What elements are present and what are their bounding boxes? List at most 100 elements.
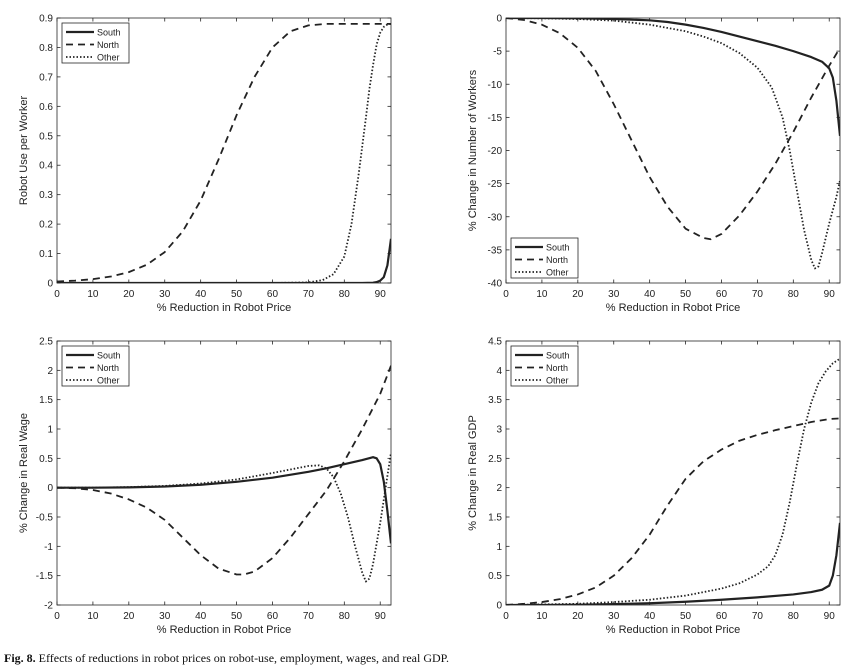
series-line-other — [506, 357, 840, 605]
legend-label-south: South — [546, 351, 570, 361]
x-axis-label: % Reduction in Robot Price — [157, 302, 292, 314]
y-tick-label: -2 — [44, 601, 53, 612]
x-axis-label: % Reduction in Robot Price — [157, 624, 292, 636]
y-tick-label: 0 — [47, 483, 53, 494]
x-tick-label: 90 — [824, 289, 836, 300]
y-tick-label: -10 — [488, 80, 503, 91]
y-axis-label: % Change in Real Wage — [18, 413, 30, 533]
x-tick-label: 0 — [503, 611, 509, 622]
series-line-south — [57, 238, 391, 283]
x-tick-label: 80 — [339, 289, 351, 300]
y-tick-label: -40 — [488, 279, 503, 290]
y-tick-label: 0.8 — [39, 43, 53, 54]
y-tick-label: -35 — [488, 245, 503, 256]
x-tick-label: 50 — [680, 611, 692, 622]
y-tick-label: 0.5 — [39, 131, 53, 142]
legend: South North Other — [61, 22, 130, 64]
x-tick-label: 20 — [572, 611, 584, 622]
y-axis-label: Robot Use per Worker — [18, 96, 30, 206]
y-tick-label: 0 — [47, 279, 53, 290]
x-tick-label: 10 — [87, 289, 99, 300]
y-tick-label: 0.3 — [39, 190, 53, 201]
y-tick-label: 0.2 — [39, 220, 53, 231]
series-line-other — [506, 18, 840, 270]
x-axis-label: % Reduction in Robot Price — [606, 624, 741, 636]
x-tick-label: 50 — [680, 289, 692, 300]
y-tick-label: -5 — [493, 47, 502, 58]
x-tick-label: 20 — [123, 611, 135, 622]
legend: South North Other — [510, 237, 579, 279]
x-tick-label: 70 — [752, 611, 764, 622]
legend-label-other: Other — [97, 53, 120, 63]
x-tick-label: 20 — [572, 289, 584, 300]
y-tick-label: 2 — [496, 483, 502, 494]
x-tick-label: 0 — [54, 611, 60, 622]
y-tick-label: 1.5 — [488, 513, 502, 524]
legend-label-south: South — [97, 351, 121, 361]
y-tick-label: 1.5 — [39, 395, 53, 406]
legend-label-other: Other — [546, 376, 569, 386]
x-tick-label: 40 — [195, 289, 207, 300]
y-tick-label: -0.5 — [36, 513, 54, 524]
x-tick-label: 60 — [716, 289, 728, 300]
x-tick-label: 0 — [503, 289, 509, 300]
legend-label-north: North — [546, 363, 568, 373]
legend-label-south: South — [97, 28, 121, 38]
x-tick-label: 80 — [788, 289, 800, 300]
figure: 0 10 20 30 40 50 60 70 80 9000.10.20.30.40.50.60.… — [18, 14, 841, 636]
figure-caption-text: Effects of reductions in robot prices on… — [38, 651, 450, 665]
y-tick-label: 0.5 — [39, 454, 53, 465]
x-tick-label: 60 — [267, 289, 279, 300]
y-tick-label: 4 — [496, 366, 502, 377]
figure-caption: Fig. 8. Effects of reductions in robot p… — [4, 651, 449, 666]
x-tick-label: 70 — [752, 289, 764, 300]
y-tick-label: 0.7 — [39, 72, 53, 83]
y-tick-label: 0.6 — [39, 102, 53, 113]
series-line-north — [57, 22, 391, 283]
y-axis-label: % Change in Number of Workers — [467, 69, 479, 231]
legend-label-north: North — [97, 363, 119, 373]
legend: South North Other — [510, 345, 579, 387]
y-tick-label: 0.4 — [39, 161, 53, 172]
y-tick-label: -1.5 — [36, 571, 54, 582]
y-tick-label: 4.5 — [488, 337, 502, 348]
x-tick-label: 80 — [788, 611, 800, 622]
x-tick-label: 60 — [716, 611, 728, 622]
series-line-north — [506, 18, 840, 241]
x-tick-label: 90 — [824, 611, 836, 622]
x-tick-label: 60 — [267, 611, 279, 622]
x-tick-label: 30 — [608, 611, 620, 622]
x-tick-label: 0 — [54, 289, 60, 300]
y-tick-label: -25 — [488, 179, 503, 190]
chart-panel-4: 0 10 20 30 40 50 60 70 80 90 0 0.5 1 1.5 2 2.5 3 3.5 4 4.5%… — [467, 337, 841, 636]
series-line-other — [57, 452, 391, 583]
x-tick-label: 10 — [536, 611, 548, 622]
x-tick-label: 30 — [608, 289, 620, 300]
x-tick-label: 40 — [644, 611, 656, 622]
y-tick-label: 2 — [47, 366, 53, 377]
x-tick-label: 90 — [375, 611, 387, 622]
x-tick-label: 50 — [231, 611, 243, 622]
x-tick-label: 40 — [644, 289, 656, 300]
y-tick-label: 2.5 — [488, 454, 502, 465]
y-tick-label: 0.9 — [39, 14, 53, 25]
y-tick-label: -30 — [488, 212, 503, 223]
y-tick-label: -15 — [488, 113, 503, 124]
y-tick-label: 3.5 — [488, 395, 502, 406]
series-line-other — [57, 23, 391, 283]
y-tick-label: 0.5 — [488, 571, 502, 582]
chart-panel-1: 0 10 20 30 40 50 60 70 80 90 0 0.1 0.2 0.3 0.4 0.5 0.6 0.… — [18, 14, 392, 314]
chart-panel-2: 0 10 20 30 40 50 60 70 80 90 0 -5 -10 -15 -20 -25 -30 -35… — [467, 14, 841, 314]
x-tick-label: 20 — [123, 289, 135, 300]
y-tick-label: 0 — [496, 14, 502, 25]
x-tick-label: 10 — [87, 611, 99, 622]
x-tick-label: 40 — [195, 611, 207, 622]
chart-panel-3: 0 10 20 30 40 50 60 70 80 90 2.5 2 1.5 1 0.5 0 -0.5 -1 -1.… — [18, 337, 392, 636]
legend-label-other: Other — [546, 268, 569, 278]
x-tick-label: 50 — [231, 289, 243, 300]
x-tick-label: 70 — [303, 289, 315, 300]
legend-label-south: South — [546, 243, 570, 253]
y-axis-label: % Change in Real GDP — [467, 415, 479, 531]
x-tick-label: 80 — [339, 611, 351, 622]
figure-caption-label: Fig. 8. — [4, 651, 36, 665]
